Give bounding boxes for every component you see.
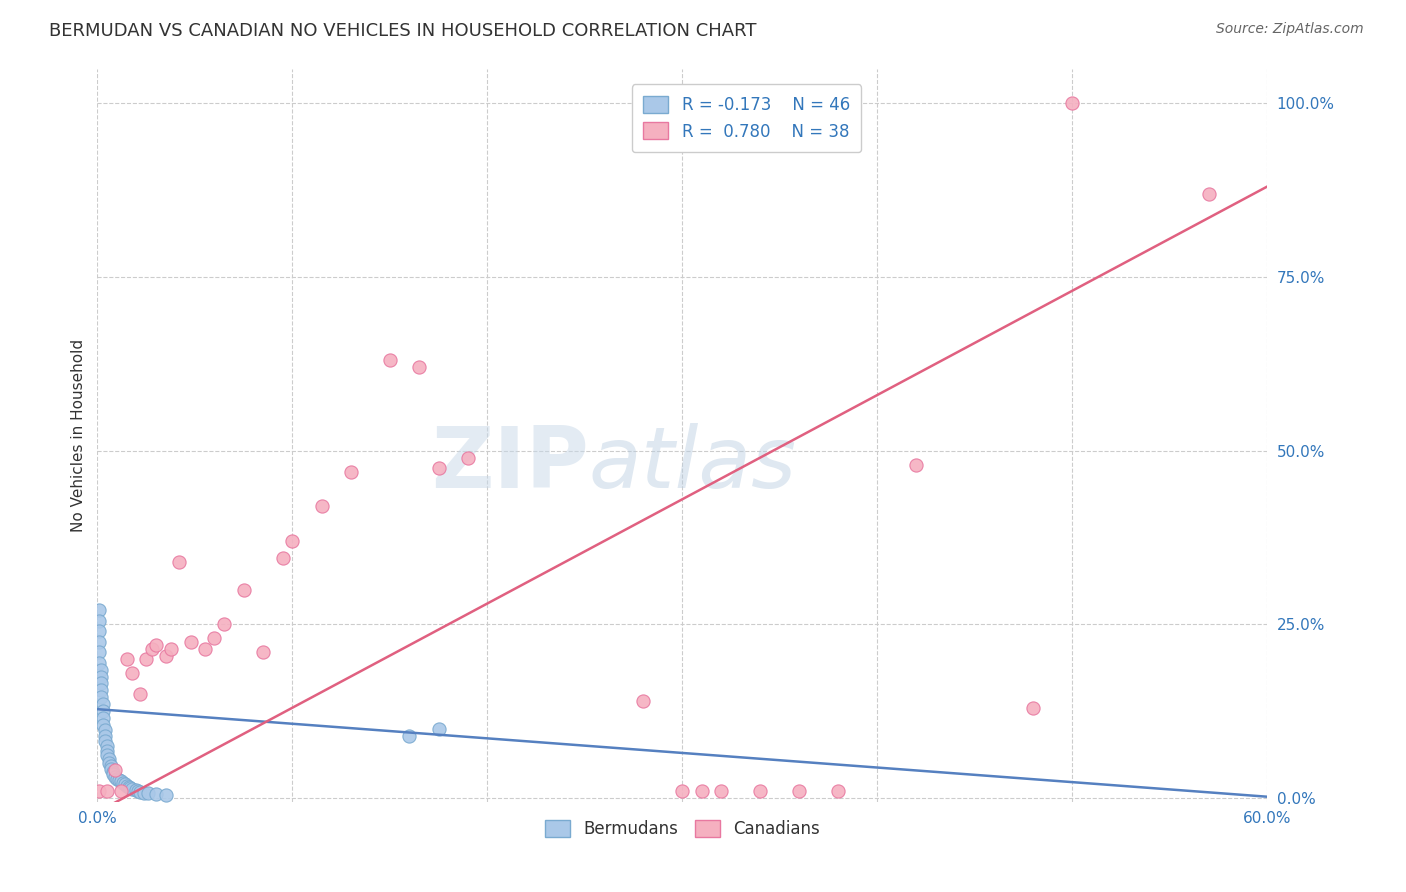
Point — [120, 781, 142, 796]
Point — [145, 638, 167, 652]
Point — [193, 641, 215, 656]
Point — [202, 632, 225, 646]
Point — [91, 718, 114, 732]
Point — [121, 782, 143, 797]
Point — [111, 776, 134, 790]
Point — [121, 666, 143, 681]
Point — [94, 729, 117, 743]
Point — [167, 555, 190, 569]
Point — [180, 634, 202, 648]
Point — [1198, 186, 1220, 201]
Point — [107, 772, 129, 787]
Point — [90, 669, 112, 683]
Point — [101, 764, 124, 779]
Point — [155, 648, 177, 663]
Point — [89, 603, 111, 617]
Point — [89, 784, 111, 798]
Point — [212, 617, 235, 632]
Point — [115, 652, 138, 666]
Text: ZIP: ZIP — [430, 423, 589, 506]
Point — [90, 683, 112, 698]
Point — [145, 787, 167, 801]
Point — [96, 744, 118, 758]
Point — [89, 614, 111, 628]
Point — [155, 788, 177, 802]
Point — [94, 723, 117, 737]
Point — [91, 711, 114, 725]
Point — [89, 645, 111, 659]
Point — [787, 784, 810, 798]
Point — [125, 783, 148, 797]
Point — [91, 698, 114, 712]
Point — [398, 729, 420, 743]
Point — [127, 784, 149, 798]
Point — [129, 687, 152, 701]
Point — [96, 739, 118, 753]
Point — [710, 784, 733, 798]
Point — [1022, 700, 1045, 714]
Point — [129, 785, 152, 799]
Point — [90, 676, 112, 690]
Point — [104, 770, 127, 784]
Point — [90, 663, 112, 677]
Point — [98, 752, 121, 766]
Point — [427, 722, 450, 736]
Point — [98, 756, 121, 771]
Point — [101, 767, 124, 781]
Legend: Bermudans, Canadians: Bermudans, Canadians — [538, 813, 827, 845]
Point — [427, 461, 450, 475]
Point — [134, 785, 156, 799]
Point — [100, 762, 122, 776]
Point — [141, 641, 163, 656]
Point — [631, 694, 654, 708]
Point — [1062, 96, 1084, 111]
Point — [89, 624, 111, 639]
Point — [96, 747, 118, 762]
Point — [110, 774, 132, 789]
Point — [91, 704, 114, 718]
Text: atlas: atlas — [589, 423, 797, 506]
Point — [457, 450, 479, 465]
Point — [96, 784, 118, 798]
Point — [905, 458, 928, 472]
Point — [110, 784, 132, 798]
Point — [271, 551, 294, 566]
Point — [281, 534, 304, 549]
Point — [94, 734, 117, 748]
Point — [690, 784, 713, 798]
Point — [135, 652, 157, 666]
Point — [827, 784, 849, 798]
Text: Source: ZipAtlas.com: Source: ZipAtlas.com — [1216, 22, 1364, 37]
Point — [339, 465, 361, 479]
Point — [378, 353, 401, 368]
Point — [105, 772, 128, 786]
Y-axis label: No Vehicles in Household: No Vehicles in Household — [72, 338, 86, 532]
Point — [100, 759, 122, 773]
Point — [104, 764, 127, 778]
Point — [160, 641, 183, 656]
Point — [89, 634, 111, 648]
Point — [90, 690, 112, 705]
Point — [232, 582, 254, 597]
Text: BERMUDAN VS CANADIAN NO VEHICLES IN HOUSEHOLD CORRELATION CHART: BERMUDAN VS CANADIAN NO VEHICLES IN HOUS… — [49, 22, 756, 40]
Point — [115, 779, 138, 793]
Point — [408, 360, 430, 375]
Point — [311, 500, 333, 514]
Point — [749, 784, 772, 798]
Point — [671, 784, 693, 798]
Point — [117, 780, 139, 794]
Point — [114, 777, 136, 791]
Point — [252, 645, 274, 659]
Point — [136, 786, 159, 800]
Point — [89, 656, 111, 670]
